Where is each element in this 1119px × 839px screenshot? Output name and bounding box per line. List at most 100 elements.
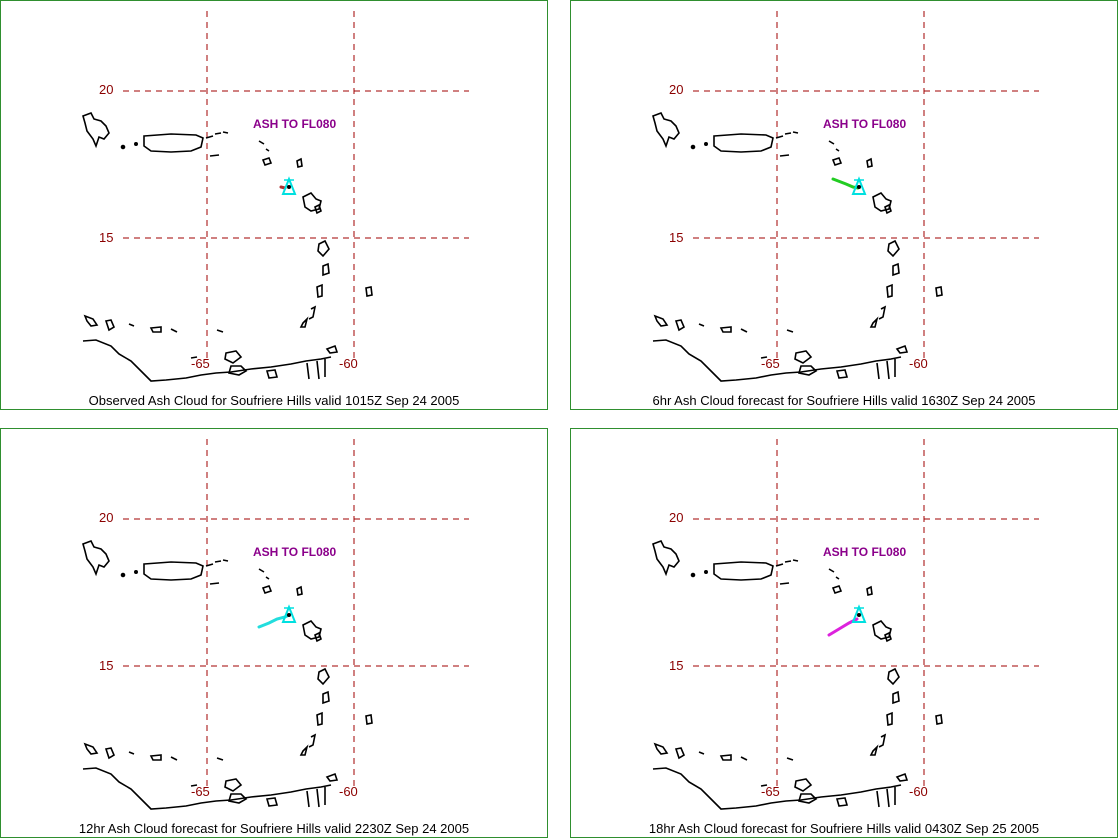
guadeloupe [872,192,892,212]
dominica [317,667,330,686]
trinidad [835,797,849,807]
ash-map [652,11,1039,382]
curacao [674,319,686,332]
ash-level-label: ASH TO FL080 [253,117,337,131]
volcano-triangle [281,604,297,623]
lat-lon-grid [693,11,1039,363]
martinique [892,690,900,705]
las-aves [740,328,748,333]
los-roques [216,757,224,761]
mona-island [690,572,696,578]
virgin-islands-coast [775,559,799,567]
virgin-islands-coast [205,131,229,139]
lat-label-20: 20 [669,510,684,525]
vieques-coast [209,582,220,585]
desecheo-island [134,570,139,575]
st-lucia [886,711,893,727]
puerto-rico-coast [143,561,204,581]
lat-label-20: 20 [99,510,114,525]
dominica [887,667,900,686]
grenadines [299,733,317,756]
antigua [296,157,303,168]
st-kitts [261,585,273,594]
los-roques [786,757,794,761]
mona-island [690,144,696,150]
ash-level-label: ASH TO FL080 [823,117,907,131]
barbados [365,286,373,297]
guadeloupe [302,192,322,212]
ash-forecast-panel-12hr: 20 15 -65 -60 ASH TO FL080 12hr Ash Clou… [0,428,548,838]
orinoco-delta [876,787,896,808]
st-lucia [316,283,323,299]
marie-galante [314,203,322,215]
lat-label-15: 15 [669,658,684,673]
ash-forecast-panel-18hr: 20 15 -65 -60 ASH TO FL080 18hr Ash Clou… [570,428,1118,838]
aruba [653,742,669,755]
anguilla-stmartin [828,140,840,152]
curacao [104,319,116,332]
grenadines [299,305,317,328]
venezuela-coast [82,767,332,810]
curacao [104,747,116,760]
margarita [794,778,813,792]
lon-label-65: -65 [761,784,780,799]
st-kitts [831,585,843,594]
hispaniola-coast [82,111,110,149]
margarita [794,350,813,364]
lon-label-60: -60 [339,356,358,371]
marie-galante [314,631,322,643]
ash-cloud [279,185,287,190]
bonaire [698,751,732,761]
bonaire [128,751,162,761]
lat-label-20: 20 [99,82,114,97]
mona-island [120,144,126,150]
trinidad [835,369,849,379]
orinoco-delta [306,359,326,380]
margarita [224,350,243,364]
lat-label-15: 15 [669,230,684,245]
marie-galante [884,203,892,215]
coastlines [652,539,943,810]
lat-lon-grid [693,439,1039,791]
bonaire [698,323,732,333]
desecheo-island [704,142,709,147]
paria [797,365,818,376]
tobago [325,344,339,354]
volcano-triangle [851,176,867,195]
virgin-islands-coast [205,559,229,567]
coastlines [652,111,943,382]
lon-label-60: -60 [909,356,928,371]
ash-level-label: ASH TO FL080 [253,545,337,559]
st-lucia [886,283,893,299]
ash-forecast-panel-observed: 20 15 -65 -60 ASH TO FL080 Observed Ash … [0,0,548,410]
hispaniola-coast [652,111,680,149]
bonaire [128,323,162,333]
martinique [322,262,330,277]
venezuela-coast [82,339,332,382]
las-aves [170,756,178,761]
st-lucia [316,711,323,727]
guadeloupe [872,620,892,640]
anguilla-stmartin [828,568,840,580]
lon-label-65: -65 [761,356,780,371]
virgin-islands-coast [775,131,799,139]
ash-plume-observed [279,185,287,190]
hispaniola-coast [652,539,680,577]
barbados [365,714,373,725]
panel-caption: 12hr Ash Cloud forecast for Soufriere Hi… [78,821,470,836]
barbados [935,286,943,297]
volcano-marker [851,604,867,623]
mona-island [120,572,126,578]
antigua [866,157,873,168]
coastlines [82,111,373,382]
grenadines [869,733,887,756]
grenadines [869,305,887,328]
paria [227,793,248,804]
lon-label-60: -60 [909,784,928,799]
soufriere-hills-dot [857,613,861,617]
las-aves [740,756,748,761]
lat-label-15: 15 [99,230,114,245]
ash-forecast-panel-6hr: 20 15 -65 -60 ASH TO FL080 6hr Ash Cloud… [570,0,1118,410]
coastlines [82,539,373,810]
paria [797,793,818,804]
